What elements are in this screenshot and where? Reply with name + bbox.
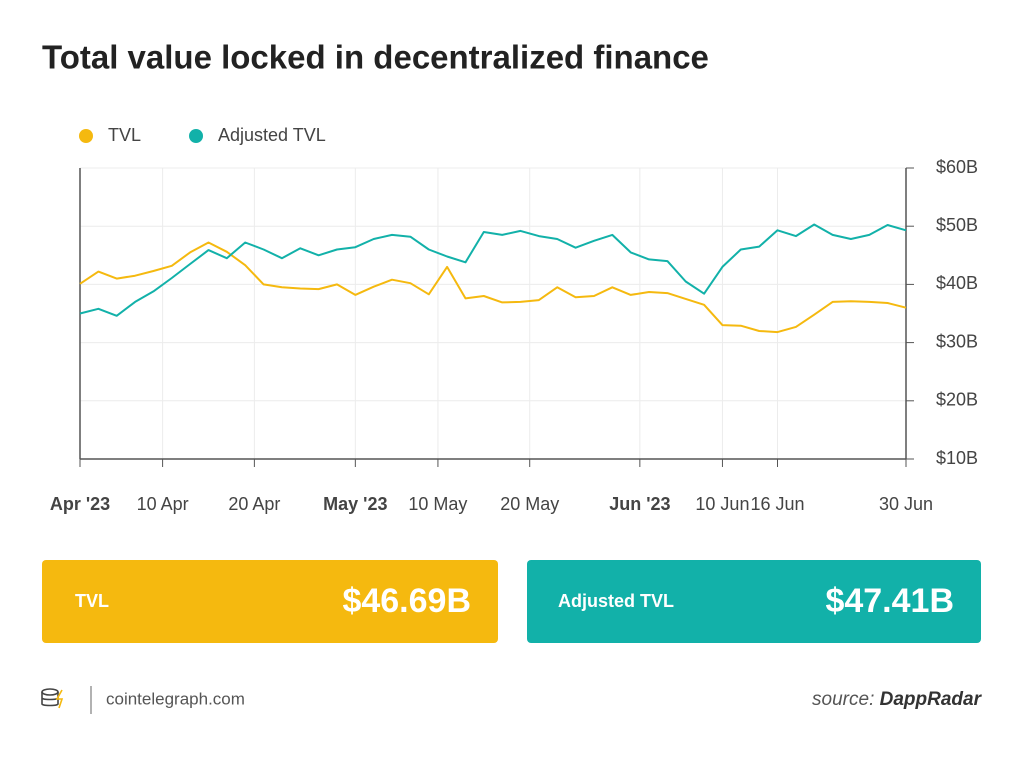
card-label: Adjusted TVL <box>558 591 674 611</box>
footer-source: source: DappRadar <box>812 689 983 710</box>
x-tick-label: 30 Jun <box>879 494 933 514</box>
x-tick-label: 10 Apr <box>137 494 189 514</box>
summary-card <box>42 560 498 643</box>
legend-label: Adjusted TVL <box>218 125 326 145</box>
series-line <box>79 223 907 317</box>
legend-marker <box>189 129 204 143</box>
legend-marker <box>79 129 93 143</box>
x-tick-label: May '23 <box>323 494 387 514</box>
x-tick-label: Jun '23 <box>609 494 670 514</box>
x-tick-label: 20 Apr <box>228 494 280 514</box>
footer-site: cointelegraph.com <box>106 689 245 708</box>
card-value: $47.41B <box>825 582 954 620</box>
y-tick-label: $30B <box>936 331 978 351</box>
x-tick-label: Apr '23 <box>50 494 110 514</box>
chart-title: Total value locked in decentralized fina… <box>42 39 709 76</box>
source-prefix: source: <box>812 689 874 710</box>
series-line <box>79 241 907 334</box>
card-value: $46.69B <box>342 582 471 620</box>
y-tick-label: $50B <box>936 215 978 235</box>
y-tick-label: $20B <box>936 390 978 410</box>
y-tick-label: $60B <box>936 157 978 177</box>
x-tick-label: 10 Jun <box>695 494 749 514</box>
source-name: DappRadar <box>880 689 983 710</box>
y-tick-label: $40B <box>936 273 978 293</box>
x-tick-label: 20 May <box>500 494 559 514</box>
legend-label: TVL <box>108 125 141 145</box>
summary-card <box>527 560 981 643</box>
card-label: TVL <box>75 591 109 611</box>
footer-logo <box>41 688 64 709</box>
x-tick-label: 10 May <box>408 494 467 514</box>
x-tick-label: 16 Jun <box>750 494 804 514</box>
y-tick-label: $10B <box>936 448 978 468</box>
